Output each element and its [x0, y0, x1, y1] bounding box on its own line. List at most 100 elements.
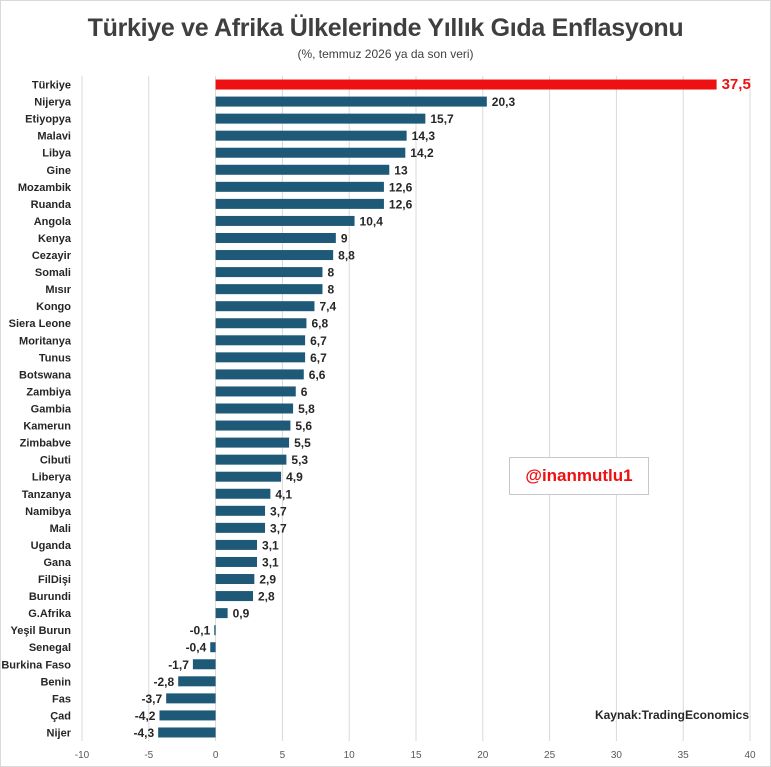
data-label: 12,6	[389, 197, 413, 211]
data-label: 2,9	[259, 573, 276, 587]
bar	[215, 267, 323, 278]
data-label: -2,8	[154, 675, 175, 689]
x-tick-label: 20	[477, 750, 489, 761]
category-label: Mısır	[45, 284, 71, 296]
data-label: 8,8	[338, 249, 355, 263]
bar	[215, 164, 390, 175]
category-label: Botswana	[19, 369, 72, 381]
data-label: 10,4	[360, 214, 384, 228]
bar	[215, 335, 306, 346]
data-label: 37,5	[722, 76, 751, 93]
category-label: Namibya	[25, 506, 72, 518]
category-label: G.Afrika	[28, 608, 72, 620]
category-label: Zambiya	[26, 386, 72, 398]
data-label: 3,1	[262, 538, 279, 552]
category-label: Libya	[42, 148, 72, 160]
bar	[215, 301, 315, 312]
category-label: Ruanda	[31, 199, 72, 211]
data-label: 6,6	[309, 368, 326, 382]
bar	[215, 556, 258, 567]
category-label: Gana	[43, 557, 71, 569]
bar	[215, 522, 266, 533]
bar	[215, 369, 304, 380]
data-label: 4,9	[286, 470, 303, 484]
data-label: 6,7	[310, 351, 327, 365]
source-note: Kaynak:TradingEconomics	[594, 708, 749, 722]
bar	[215, 386, 296, 397]
data-label: 8	[327, 283, 334, 297]
bar	[215, 284, 323, 295]
bar	[215, 79, 717, 90]
bar	[215, 471, 282, 482]
bar	[215, 318, 307, 329]
data-label: 3,1	[262, 555, 279, 569]
data-label: 6	[301, 385, 308, 399]
bar	[215, 232, 336, 243]
category-label: Tunus	[39, 352, 71, 364]
bar	[215, 591, 254, 602]
data-label: 3,7	[270, 504, 287, 518]
category-label: Çad	[50, 710, 71, 722]
chart-title: Türkiye ve Afrika Ülkelerinde Yıllık Gıd…	[87, 14, 684, 42]
x-tick-label: 5	[280, 750, 286, 761]
data-label: 9	[341, 231, 348, 245]
bar	[215, 403, 294, 414]
data-label: 4,1	[275, 487, 292, 501]
bar	[215, 352, 306, 363]
category-label: Yeşil Burun	[10, 625, 71, 637]
bar	[210, 642, 216, 653]
category-label: Kongo	[36, 301, 71, 313]
category-label: Liberya	[32, 472, 72, 484]
category-label: Angola	[34, 216, 72, 228]
x-tick-label: 10	[344, 750, 356, 761]
bar	[215, 250, 334, 261]
x-tick-label: 0	[213, 750, 219, 761]
data-label: -4,3	[133, 726, 154, 740]
category-label: Kenya	[38, 233, 72, 245]
data-label: 20,3	[492, 95, 516, 109]
category-label: Uganda	[31, 540, 72, 552]
data-label: 6,7	[310, 334, 327, 348]
data-label: 13	[394, 163, 408, 177]
bar	[159, 710, 216, 721]
x-tick-label: 25	[544, 750, 556, 761]
data-label: 14,2	[410, 146, 434, 160]
category-label: Moritanya	[19, 335, 72, 347]
bar	[215, 574, 255, 585]
bar	[215, 539, 258, 550]
data-label: -0,1	[190, 624, 211, 638]
data-label: -1,7	[168, 658, 189, 672]
bar	[215, 437, 290, 448]
data-label: 5,8	[298, 402, 315, 416]
bar	[215, 488, 271, 499]
category-label: Zimbabve	[20, 438, 71, 450]
bar	[214, 625, 216, 636]
data-label: 2,8	[258, 590, 275, 604]
x-tick-label: 30	[611, 750, 623, 761]
bar	[215, 181, 384, 192]
data-label: -3,7	[141, 692, 162, 706]
category-label: Somali	[35, 267, 71, 279]
data-label: 5,5	[294, 436, 311, 450]
chart-subtitle: (%, temmuz 2026 ya da son veri)	[297, 47, 474, 61]
bar	[215, 96, 487, 107]
bar	[178, 676, 216, 687]
bar	[215, 454, 287, 465]
data-label: 0,9	[233, 607, 250, 621]
category-label: Senegal	[29, 642, 71, 654]
category-label: Mali	[50, 523, 71, 535]
category-label: Mozambik	[18, 182, 72, 194]
bar	[166, 693, 216, 704]
data-label: 3,7	[270, 521, 287, 535]
bar	[215, 198, 384, 209]
category-label: Cibuti	[40, 455, 71, 467]
category-label: Fas	[52, 693, 71, 705]
data-label: 7,4	[319, 300, 336, 314]
bar	[158, 727, 216, 738]
bar	[192, 659, 216, 670]
data-label: 5,6	[295, 419, 312, 433]
category-label: Malavi	[37, 131, 71, 143]
category-label: Burkina Faso	[1, 659, 71, 671]
bar	[215, 420, 291, 431]
